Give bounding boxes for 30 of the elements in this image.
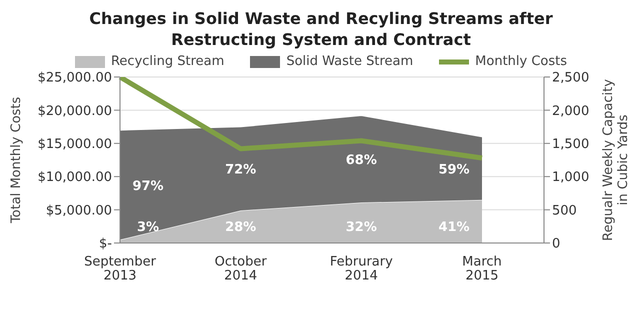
y2-tick-label: 500 <box>552 203 577 218</box>
y2-tick-label: 0 <box>552 236 560 252</box>
y2-tick-label: 1,500 <box>552 137 590 152</box>
y-axis-title: Total Monthly Costs <box>9 96 24 224</box>
chart-title: Changes in Solid Waste and Recyling Streams after Restructing System and Contract <box>88 8 554 50</box>
y-tick-label: $- <box>99 236 112 252</box>
y-tick-label: $20,000.00 <box>38 104 112 119</box>
x-tick-label: Februrary 2014 <box>330 254 394 284</box>
y-tick-label: $25,000.00 <box>38 70 112 86</box>
y2-tick-label: 1,000 <box>552 170 590 186</box>
y2-axis-title: Regualr Weekly Capacity in Cubic Yards <box>601 78 631 241</box>
annotation: 3% <box>136 220 160 235</box>
x-tick-label: March 2015 <box>462 254 502 284</box>
legend-label: Monthly Costs <box>475 54 568 69</box>
legend-label: Solid Waste Stream <box>286 54 414 69</box>
annotation: 41% <box>438 220 470 235</box>
y2-tick-label: 2,500 <box>552 70 590 86</box>
x-tick-label: September 2013 <box>84 254 157 284</box>
y-tick-label: $10,000.00 <box>38 170 112 186</box>
x-tick-label: October 2014 <box>214 254 268 284</box>
annotation: 72% <box>225 162 256 178</box>
y-tick-label: $5,000.00 <box>46 203 112 218</box>
y2-tick-label: 2,000 <box>552 104 590 119</box>
annotation: 28% <box>225 220 256 235</box>
annotation: 68% <box>346 153 377 168</box>
annotation: 97% <box>132 178 164 194</box>
y-tick-label: $15,000.00 <box>38 137 112 152</box>
annotation: 32% <box>346 220 377 235</box>
legend-label: Recycling Stream <box>110 54 224 69</box>
annotation: 59% <box>438 162 470 178</box>
